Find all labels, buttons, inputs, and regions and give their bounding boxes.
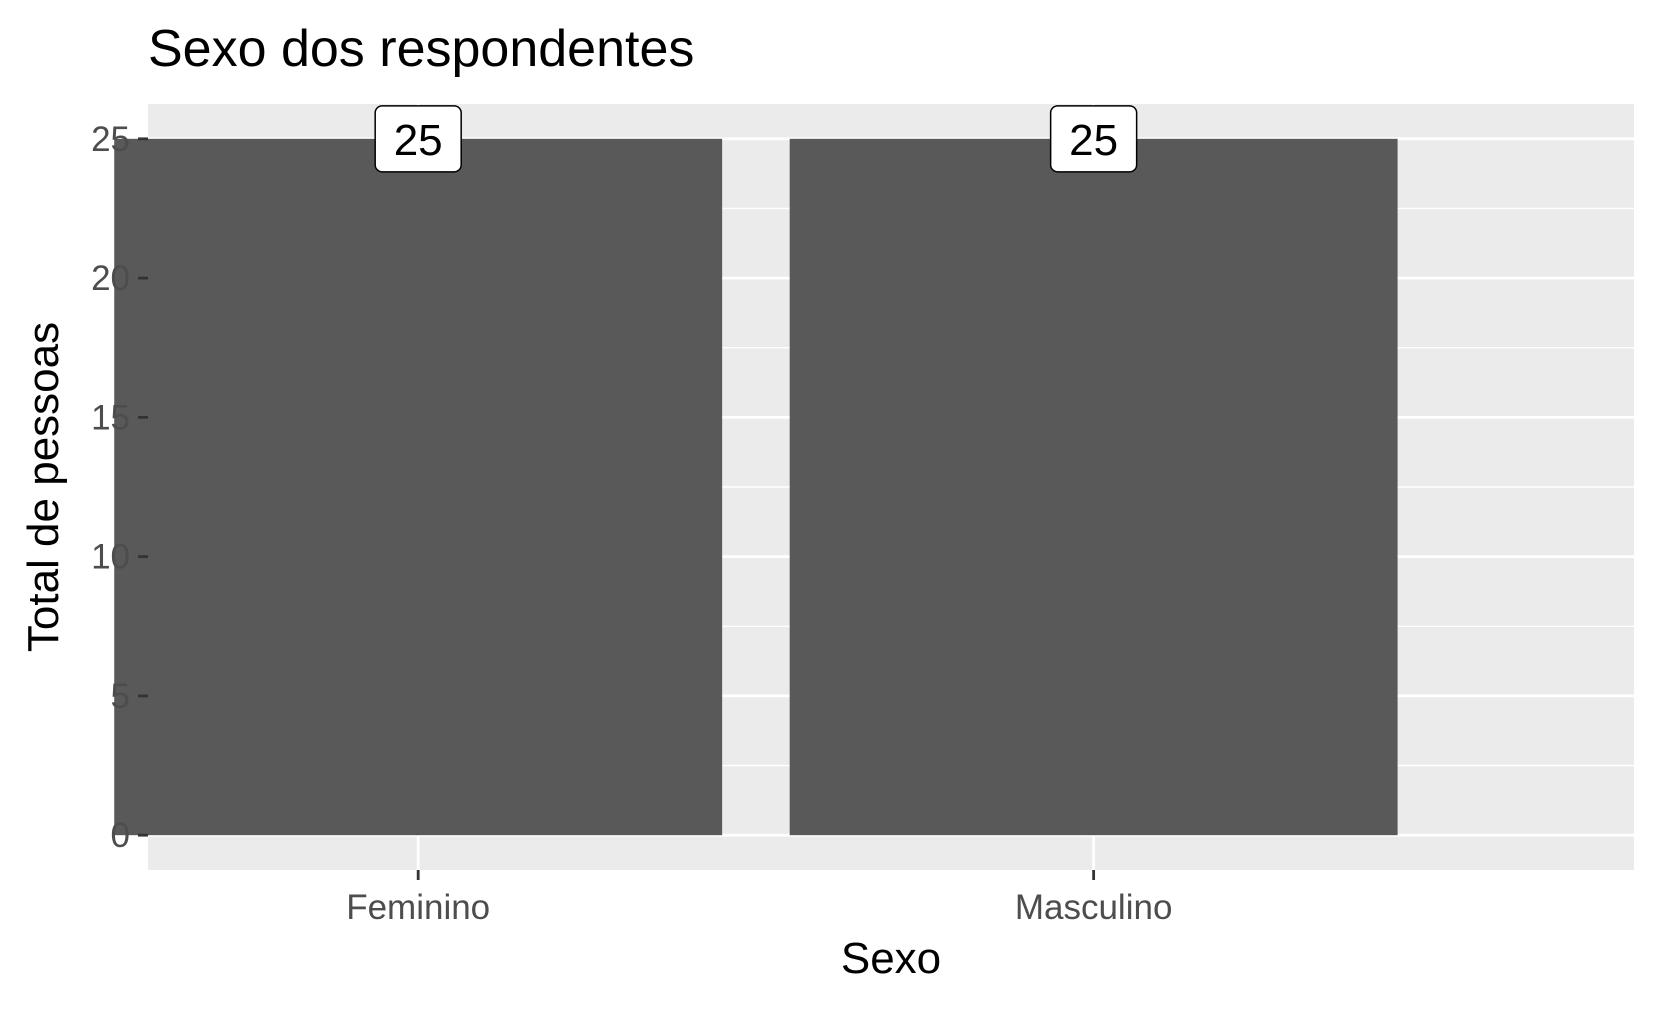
bars [114, 138, 1398, 836]
y-tick-label: 15 [91, 398, 130, 437]
data-label: 25 [1049, 105, 1138, 173]
x-axis-title: Sexo [841, 934, 941, 983]
y-tick-label: 10 [91, 538, 130, 577]
data-label-text: 25 [1069, 116, 1118, 165]
y-axis: 0 5 10 15 20 25 [91, 120, 148, 855]
bar-masculino [789, 138, 1398, 836]
x-tick-label: Feminino [346, 888, 490, 927]
bar-feminino [114, 138, 723, 836]
data-label-box [1049, 105, 1138, 173]
y-tick-label: 25 [91, 120, 130, 159]
y-axis-title: Total de pessoas [19, 322, 68, 652]
data-label: 25 [374, 105, 462, 173]
y-tick-label: 20 [91, 259, 130, 298]
y-tick-label: 0 [111, 816, 130, 855]
x-tick-label: Masculino [1015, 888, 1173, 927]
data-label-text: 25 [394, 116, 443, 165]
chart-title: Sexo dos respondentes [148, 20, 694, 78]
x-axis: Feminino Masculino [346, 870, 1172, 927]
y-tick-label: 5 [111, 677, 130, 716]
data-labels: 25 25 [374, 105, 1138, 173]
data-label-box [374, 105, 462, 173]
